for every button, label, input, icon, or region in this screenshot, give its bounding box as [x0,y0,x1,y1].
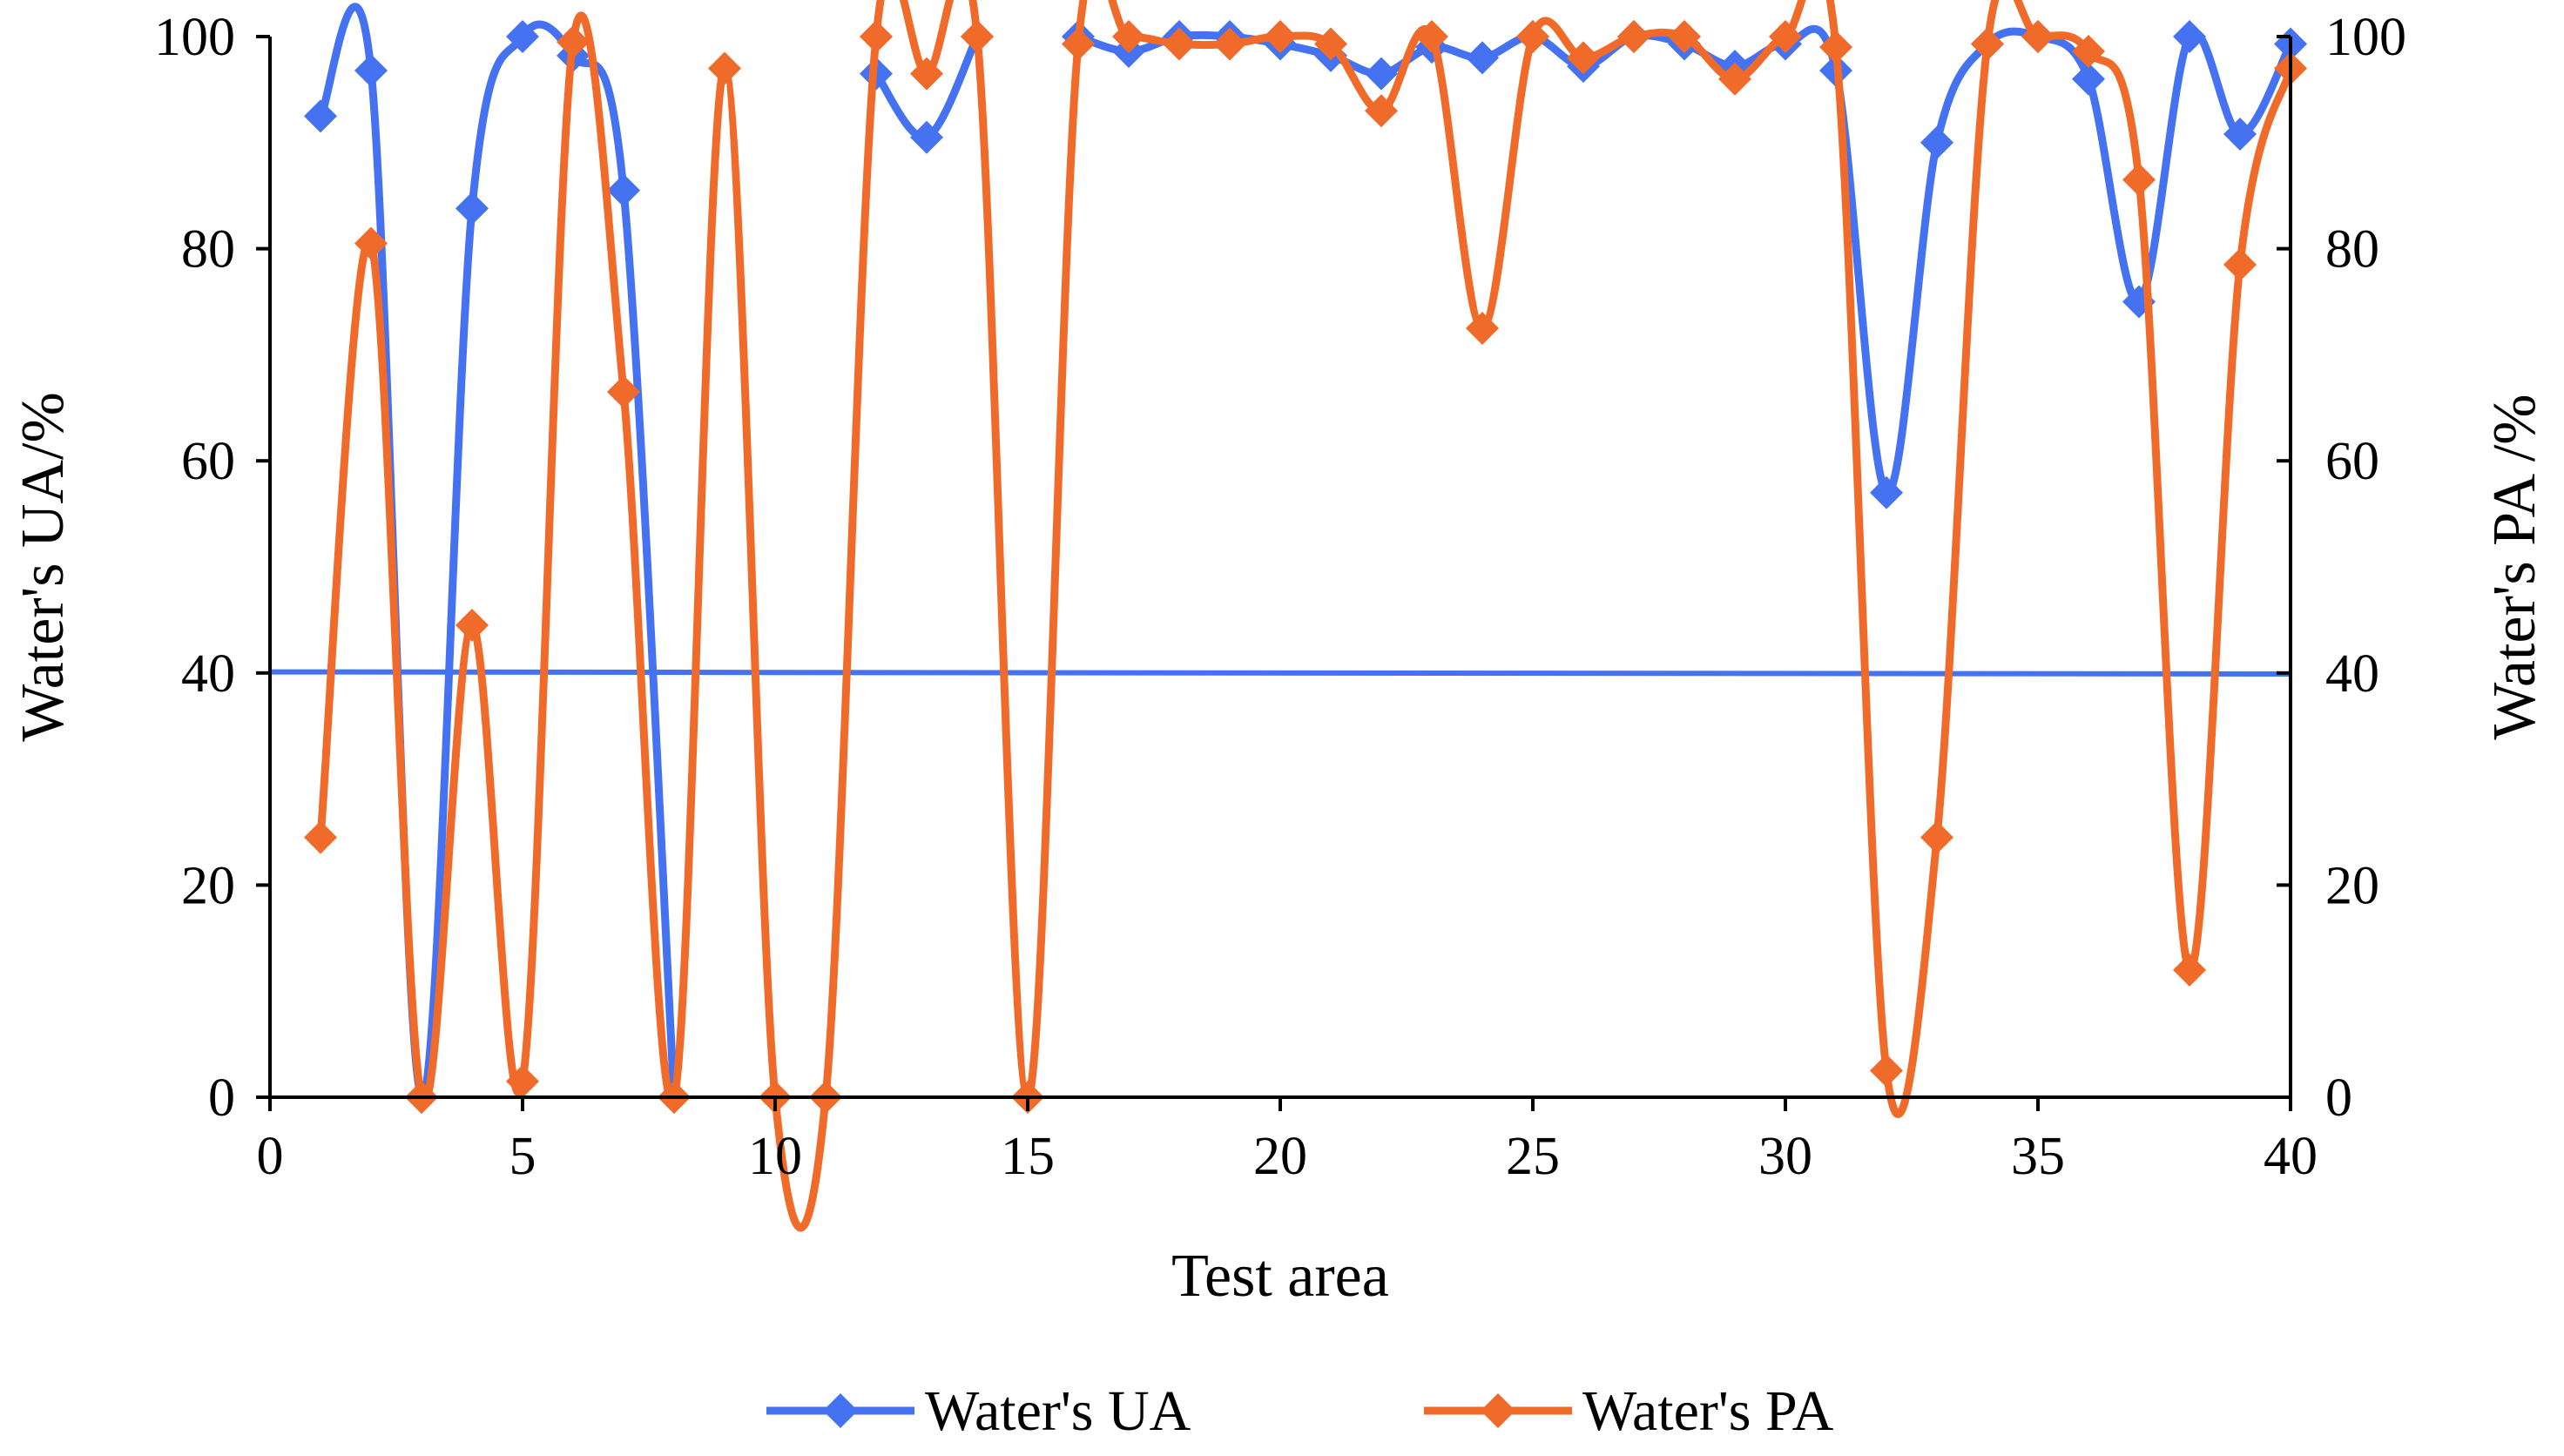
data-point-pa[interactable] [1668,20,1701,53]
data-point-pa[interactable] [304,820,337,854]
data-point-ua[interactable] [1870,475,1903,509]
x-axis-title: Test area [1171,1243,1389,1310]
y-axis-title-right: Water's PA /% [2481,394,2548,739]
reference-line [269,669,2291,677]
y-tick-label-left: 20 [181,856,235,915]
series-line-pa [316,0,2295,1232]
series-pa [304,0,2307,1232]
reference-line-layer [269,669,2291,677]
y-tick-label-left: 40 [181,644,235,704]
series-layer [304,0,2307,1232]
data-point-pa[interactable] [1870,1054,1903,1088]
data-point-pa[interactable] [860,20,893,53]
data-point-pa[interactable] [1415,20,1448,53]
x-tick-label: 5 [509,1127,536,1186]
data-point-pa[interactable] [506,1064,539,1098]
data-point-pa[interactable] [1112,20,1145,53]
data-point-pa[interactable] [1365,94,1398,128]
data-point-ua[interactable] [2173,20,2206,53]
data-point-pa[interactable] [2122,163,2156,197]
y-axis-title-left: Water's UA/% [10,392,77,742]
data-point-ua[interactable] [304,99,337,133]
y-tick-label-right: 0 [2325,1068,2352,1128]
data-point-pa[interactable] [1971,27,2004,61]
legend-marker-pa [1481,1393,1515,1428]
data-point-pa[interactable] [910,57,943,91]
x-tick-label: 25 [1506,1127,1560,1186]
data-point-pa[interactable] [1718,62,1751,96]
y-tick-label-right: 20 [2325,856,2379,915]
y-tick-label-left: 0 [208,1068,235,1128]
x-tick-label: 0 [257,1127,284,1186]
y-tick-label-left: 100 [154,8,235,67]
data-point-ua[interactable] [2223,118,2257,152]
data-point-pa[interactable] [1213,27,1246,61]
data-point-pa[interactable] [2021,20,2055,53]
data-point-pa[interactable] [1466,311,1499,345]
y-tick-label-right: 60 [2325,432,2379,491]
data-point-ua[interactable] [506,20,539,53]
data-point-pa[interactable] [1314,27,1347,61]
data-point-pa[interactable] [1264,20,1297,53]
data-point-pa[interactable] [1163,27,1196,61]
data-point-pa[interactable] [2173,953,2206,987]
data-point-pa[interactable] [2223,247,2257,281]
y-tick-label-left: 80 [181,220,235,280]
data-point-ua[interactable] [910,120,943,154]
data-point-ua[interactable] [455,192,489,226]
data-point-ua[interactable] [2072,62,2105,96]
data-point-pa[interactable] [1567,41,1600,75]
y-tick-label-right: 80 [2325,220,2379,280]
data-point-ua[interactable] [1365,57,1398,91]
x-tick-label: 30 [1758,1127,1812,1186]
x-tick-label: 20 [1253,1127,1307,1186]
data-point-pa[interactable] [961,20,994,53]
y-tick-label-right: 40 [2325,644,2379,704]
data-point-pa[interactable] [1920,820,1953,854]
data-point-ua[interactable] [1920,125,1953,159]
data-point-pa[interactable] [455,608,489,642]
series-line-ua [316,3,678,1102]
y-tick-label-left: 60 [181,432,235,491]
x-tick-label: 35 [2011,1127,2065,1186]
data-point-ua[interactable] [607,173,640,207]
series-line-ua [1074,24,2295,497]
legend-marker-ua [823,1393,858,1428]
data-point-ua[interactable] [1466,41,1499,75]
legend-label-pa: Water's PA [1582,1379,1834,1443]
x-tick-label: 15 [1001,1127,1055,1186]
data-point-pa[interactable] [708,51,741,85]
data-point-pa[interactable] [1819,30,1852,64]
data-point-pa[interactable] [354,226,388,260]
data-point-pa[interactable] [2072,35,2105,69]
legend-item-ua[interactable]: Water's UA [766,1379,1191,1443]
x-tick-label: 10 [748,1127,802,1186]
legend: Water's UA Water's PA [766,1379,1834,1443]
data-point-pa[interactable] [1617,20,1650,53]
data-point-pa[interactable] [1062,27,1095,61]
data-point-pa[interactable] [557,25,590,59]
data-point-pa[interactable] [1516,20,1549,53]
axes-layer [268,37,2292,1099]
legend-item-pa[interactable]: Water's PA [1424,1379,1834,1443]
y-tick-label-right: 100 [2325,8,2406,67]
data-point-pa[interactable] [1769,20,1802,53]
x-tick-label: 40 [2264,1127,2318,1186]
legend-label-ua: Water's UA [925,1379,1191,1443]
data-point-ua[interactable] [354,53,388,87]
data-point-pa[interactable] [607,375,640,409]
